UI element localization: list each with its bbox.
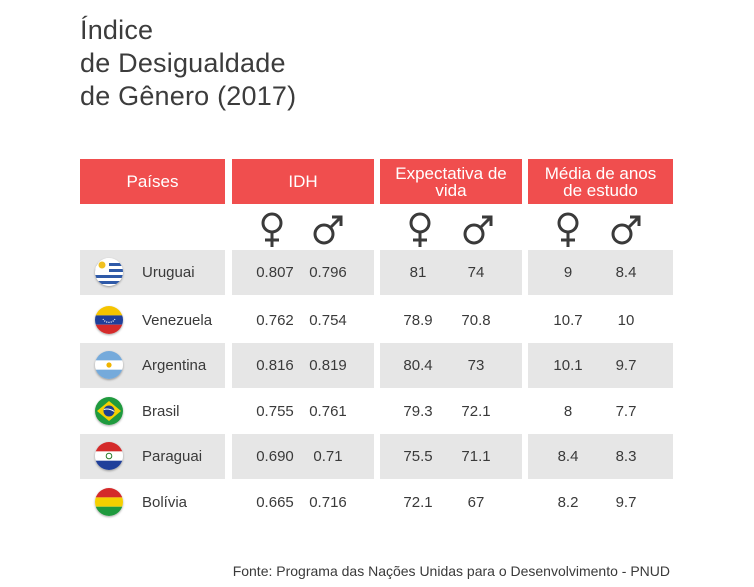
cell-life-f: 72.1 [403,494,433,511]
male-symbol-icon [606,210,646,250]
country-name: Venezuela [142,312,213,329]
cell-idh-m: 0.761 [309,403,347,420]
venezuela-flag-icon [95,306,123,334]
cell-school-m: 8.3 [615,448,637,465]
cell-school-m: 9.7 [615,357,637,374]
cell-idh-f: 0.665 [256,494,294,511]
row-band [232,434,374,479]
cell-school-m: 9.7 [615,494,637,511]
paraguay-flag-icon [95,442,123,470]
cell-life-m: 74 [467,264,485,281]
cell-school-m: 7.7 [615,403,637,420]
cell-idh-f: 0.762 [256,312,294,329]
page-title: Índice de Desigualdade de Gênero (2017) [80,14,296,113]
cell-life-f: 75.5 [403,448,433,465]
cell-life-m: 73 [467,357,485,374]
row-band [528,434,673,479]
female-symbol-icon [400,210,440,250]
country-name: Argentina [142,357,207,374]
cell-school-m: 10 [617,312,635,329]
cell-school-f: 8.4 [557,448,579,465]
cell-life-f: 80.4 [403,357,433,374]
male-symbol-icon [308,210,348,250]
country-name: Bolívia [142,494,188,511]
cell-idh-f: 0.807 [256,264,294,281]
row-band [380,343,522,388]
female-symbol-icon [252,210,292,250]
cell-idh-m: 0.716 [309,494,347,511]
row-band [380,434,522,479]
cell-life-f: 78.9 [403,312,433,329]
cell-idh-m: 0.754 [309,312,347,329]
header-countries: Países [80,159,225,204]
row-band [528,343,673,388]
title-line-1: Índice [80,15,154,45]
cell-life-m: 67 [467,494,485,511]
cell-life-f: 79.3 [403,403,433,420]
cell-idh-f: 0.755 [256,403,294,420]
country-name: Brasil [142,403,180,420]
cell-idh-m: 0.796 [309,264,347,281]
cell-life-m: 72.1 [461,403,491,420]
title-line-3: de Gênero (2017) [80,81,297,111]
cell-idh-m: 0.71 [313,448,343,465]
cell-school-f: 8.2 [557,494,579,511]
brazil-flag-icon [95,397,123,425]
cell-idh-m: 0.819 [309,357,347,374]
argentina-flag-icon [95,351,123,379]
source-note: Fonte: Programa das Nações Unidas para o… [232,563,670,579]
cell-school-f: 10.1 [553,357,583,374]
cell-life-f: 81 [409,264,427,281]
cell-school-m: 8.4 [615,264,637,281]
row-band [380,250,522,295]
header-life-expectancy: Expectativa de vida [380,159,522,204]
country-name: Paraguai [142,448,203,465]
female-symbol-icon [548,210,588,250]
header-schooling: Média de anos de estudo [528,159,673,204]
row-band [232,250,374,295]
cell-school-f: 8 [563,403,573,420]
male-symbol-icon [458,210,498,250]
bolivia-flag-icon [95,488,123,516]
cell-school-f: 10.7 [553,312,583,329]
cell-idh-f: 0.690 [256,448,294,465]
uruguay-flag-icon [95,258,123,286]
cell-school-f: 9 [563,264,573,281]
country-name: Uruguai [142,264,195,281]
cell-life-m: 70.8 [461,312,491,329]
row-band [232,343,374,388]
row-band [528,250,673,295]
title-line-2: de Desigualdade [80,48,286,78]
cell-idh-f: 0.816 [256,357,294,374]
cell-life-m: 71.1 [461,448,491,465]
header-idh: IDH [232,159,374,204]
